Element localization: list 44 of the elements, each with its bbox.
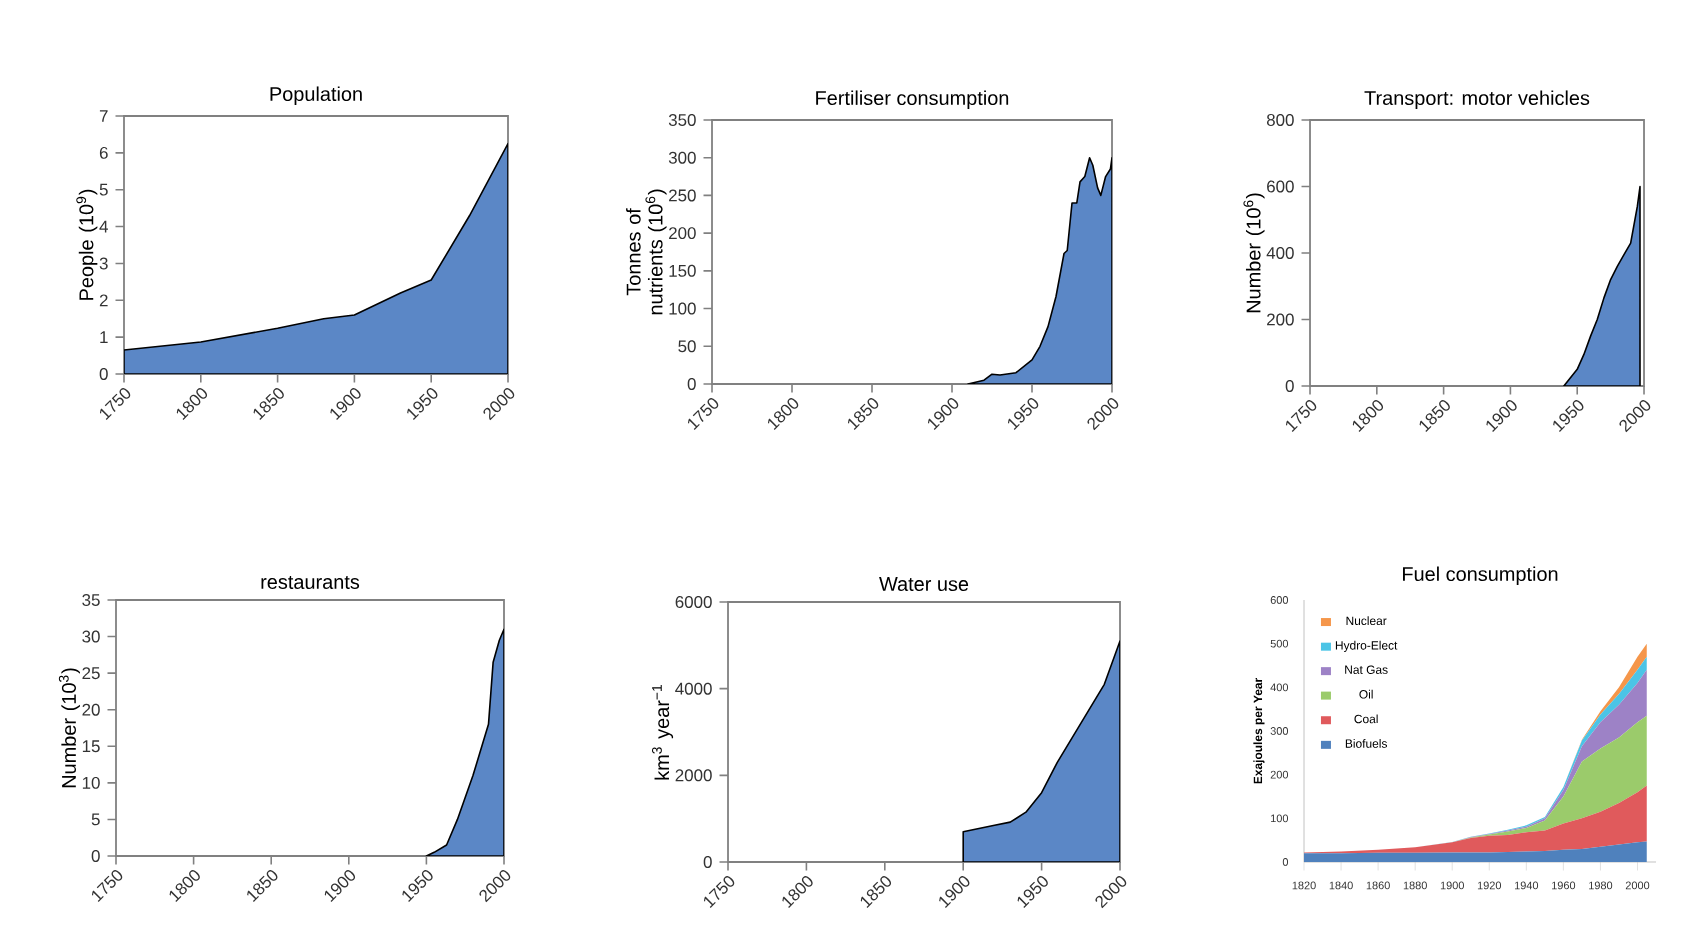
y-tick-label: 250 xyxy=(669,189,696,202)
y-tick-label: 300 xyxy=(668,151,696,164)
y-tick-label: 800 xyxy=(1266,114,1294,126)
y-axis-title: Number (10$^{6}$) xyxy=(1243,193,1265,313)
y-tick-label: 15 xyxy=(82,740,100,753)
chart-title: Fuel consumption xyxy=(1403,566,1558,585)
y-tick-label: 6000 xyxy=(675,596,712,608)
y-tick-label: 200 xyxy=(669,227,696,240)
y-tick-label: 200 xyxy=(1267,313,1294,326)
y-tick-label: 30 xyxy=(82,630,100,643)
y-tick-label: 35 xyxy=(82,594,100,606)
y-tick-label: 5 xyxy=(91,813,100,826)
chart-title: restaurants xyxy=(261,575,360,589)
y-tick-label: 100 xyxy=(669,302,696,315)
y-tick-label: 350 xyxy=(668,114,696,126)
y-tick-label: 4000 xyxy=(675,682,712,695)
y-tick-label: 0 xyxy=(703,856,712,868)
y-tick-label: 20 xyxy=(82,703,100,716)
y-tick-label: 0 xyxy=(99,368,108,380)
chart-title: Transport: motor vehicles xyxy=(1364,90,1590,109)
y-tick-label: 0 xyxy=(687,378,696,390)
chart-title: Fertiliser consumption xyxy=(816,90,1009,109)
y-axis-title: People (10$^{9}$) xyxy=(76,189,98,300)
y-tick-label: 150 xyxy=(669,264,696,277)
y-tick-label: 0 xyxy=(91,850,100,862)
y-tick-label: 400 xyxy=(1266,247,1294,259)
y-tick-label: 6 xyxy=(99,146,108,159)
chart-title: Population xyxy=(270,86,362,105)
y-tick-label: 5 xyxy=(99,183,108,196)
chart-title: Water use xyxy=(879,577,969,592)
y-tick-label: 1 xyxy=(100,331,108,343)
y-tick-label: 0 xyxy=(1285,380,1294,392)
y-axis-title: Number (10$^{3}$) xyxy=(58,668,80,788)
y-axis-title: km$^{3}$ year$^{−1}$ xyxy=(652,684,674,780)
y-tick-label: 7 xyxy=(99,110,108,122)
y-tick-label: 4 xyxy=(99,220,108,233)
y-tick-label: 50 xyxy=(678,340,696,353)
y-tick-label: 2 xyxy=(99,294,108,307)
y-tick-label: 600 xyxy=(1267,180,1294,193)
y-axis-title: Tonnes of nutrients (10$^{6}$) xyxy=(626,189,667,315)
y-tick-label: 10 xyxy=(82,776,100,789)
y-tick-label: 3 xyxy=(99,257,108,270)
y-tick-label: 25 xyxy=(82,667,100,680)
y-tick-label: 2000 xyxy=(675,769,712,782)
